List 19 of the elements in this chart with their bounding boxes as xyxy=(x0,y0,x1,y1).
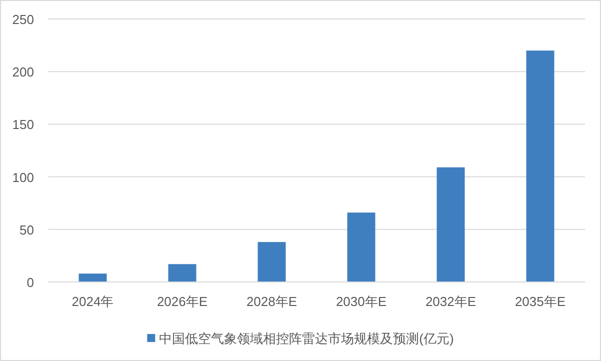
x-tick-label: 2024年 xyxy=(72,294,114,309)
x-tick-label: 2028年E xyxy=(246,294,298,309)
bar xyxy=(78,274,107,282)
y-tick-label: 50 xyxy=(20,222,34,238)
y-tick-label: 100 xyxy=(12,170,34,185)
x-tick-label: 2026年E xyxy=(156,294,208,309)
bar xyxy=(347,212,376,282)
legend-label: 中国低空气象领域相控阵雷达市场规模及预测(亿元) xyxy=(159,331,454,346)
x-tick-label: 2035年E xyxy=(514,294,566,309)
y-tick-label: 250 xyxy=(12,12,34,27)
bar xyxy=(526,50,554,282)
bar xyxy=(258,242,286,282)
x-tick-label: 2030年E xyxy=(336,294,387,309)
y-tick-label: 0 xyxy=(26,275,34,290)
bar xyxy=(436,167,465,282)
bar xyxy=(168,264,196,282)
y-tick-label: 150 xyxy=(12,117,34,132)
y-tick-label: 200 xyxy=(12,64,34,80)
x-tick-label: 2032年E xyxy=(425,294,476,309)
